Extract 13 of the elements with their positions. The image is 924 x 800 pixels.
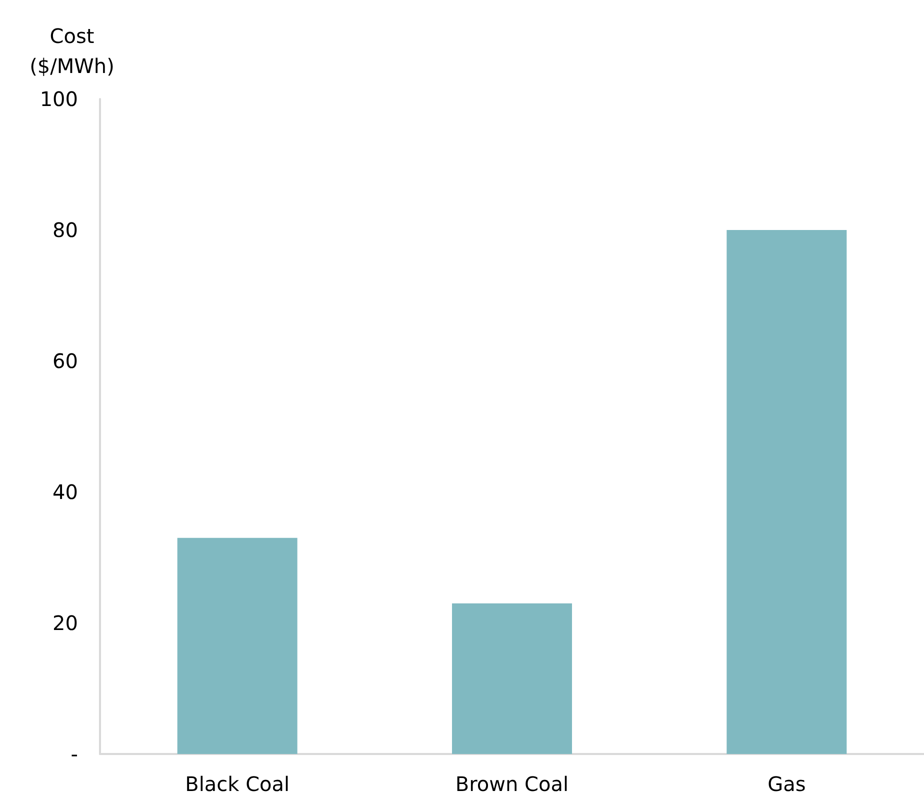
x-tick-label: Black Coal xyxy=(185,772,290,796)
y-tick-label: 60 xyxy=(52,349,78,373)
y-tick-label: 20 xyxy=(52,611,78,635)
bar xyxy=(177,538,298,754)
y-tick-label: 80 xyxy=(52,218,78,242)
bar xyxy=(452,603,572,754)
y-tick-label: 40 xyxy=(52,480,78,504)
x-tick-label: Brown Coal xyxy=(455,772,569,796)
x-tick-label: Gas xyxy=(768,772,806,796)
bar xyxy=(726,230,847,754)
y-axis-title: Cost ($/MWh) xyxy=(30,24,114,78)
y-tick-label: - xyxy=(70,742,78,766)
y-tick-label: 100 xyxy=(40,87,78,111)
